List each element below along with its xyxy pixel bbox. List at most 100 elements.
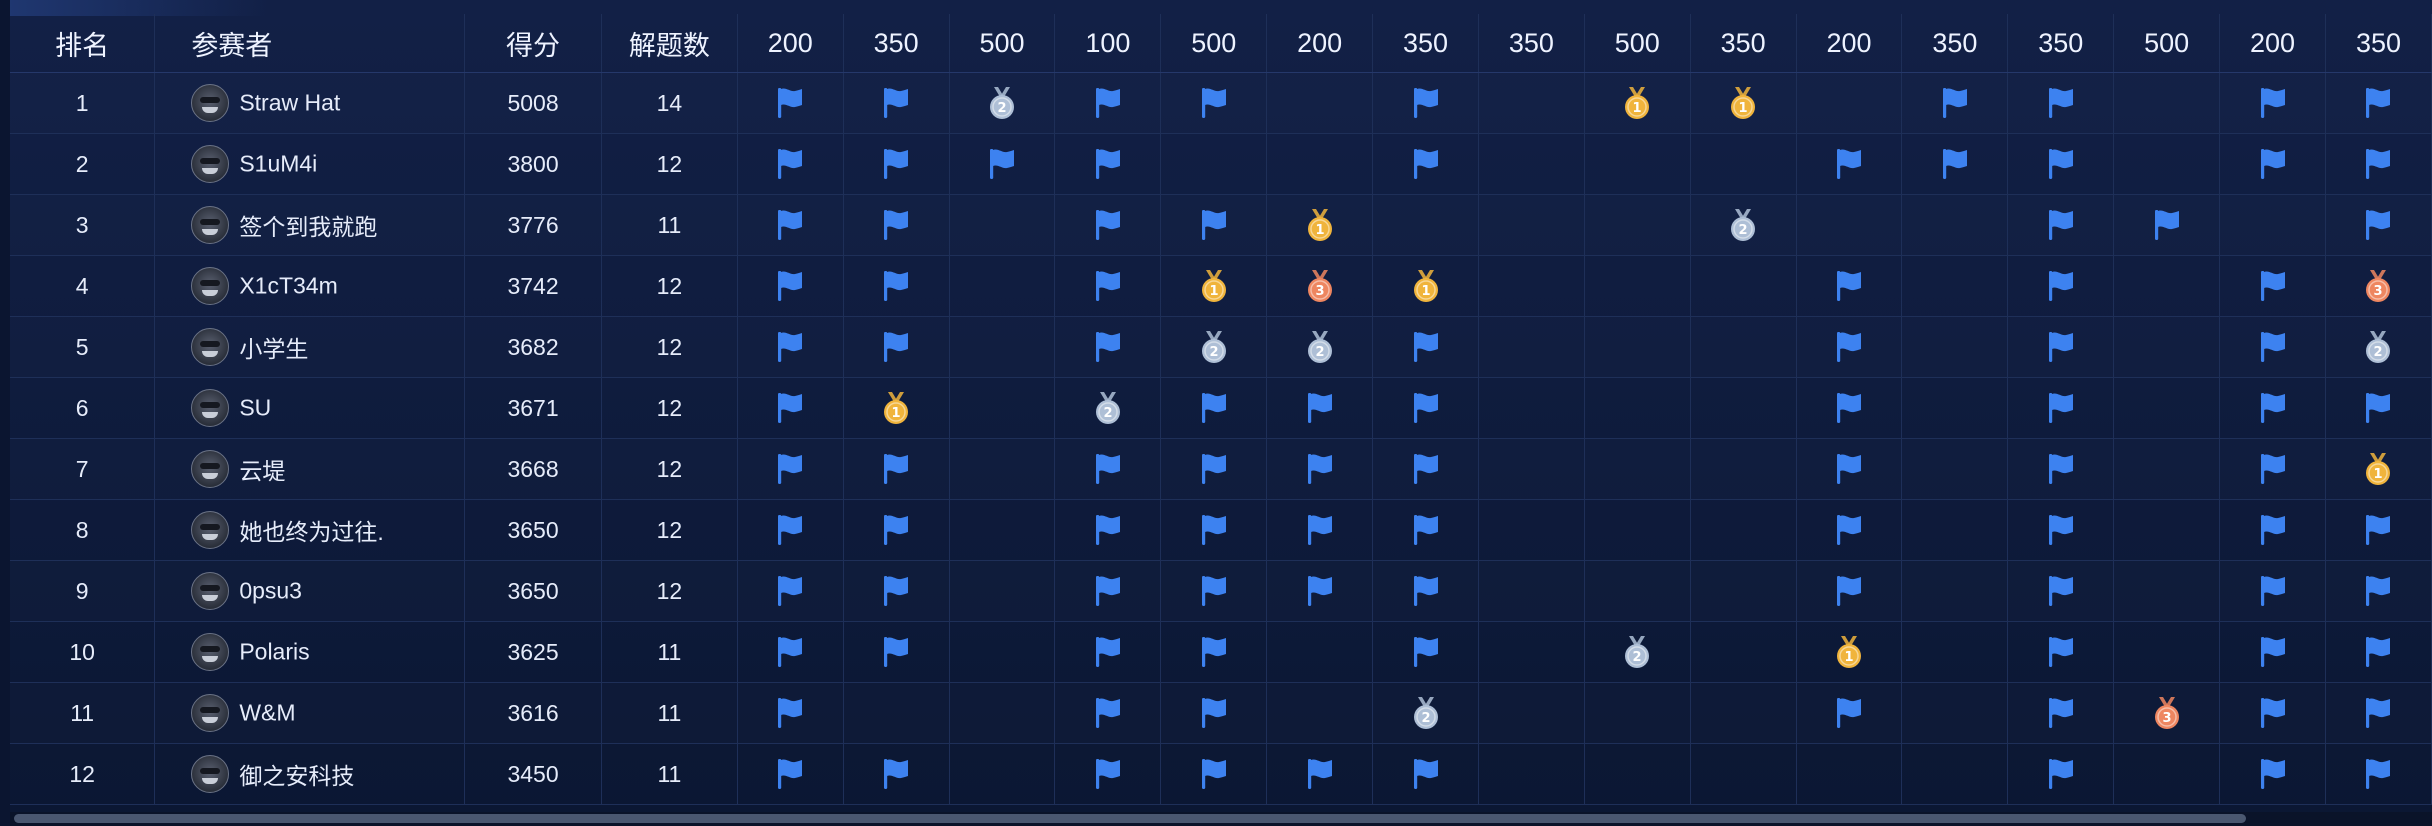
challenge-status-cell <box>1372 560 1479 622</box>
player-cell[interactable]: 签个到我就跑 <box>154 194 466 256</box>
challenge-column-header[interactable]: 350 <box>1478 14 1585 73</box>
table-row[interactable]: 12 御之安科技 3450 11 <box>10 743 2432 805</box>
solved-flag-icon <box>2361 695 2395 731</box>
solved-count-cell: 12 <box>601 377 738 439</box>
table-row[interactable]: 10 Polaris 3625 11 2 1 <box>10 621 2432 683</box>
horizontal-scrollbar-thumb[interactable] <box>14 814 2246 823</box>
challenge-column-header[interactable]: 350 <box>1901 14 2009 73</box>
player-cell[interactable]: SU <box>154 377 466 439</box>
challenge-status-cell <box>843 194 950 256</box>
player-name[interactable]: SU <box>239 394 272 421</box>
solved-flag-icon <box>1197 390 1231 426</box>
challenge-status-cell <box>1584 255 1691 317</box>
challenge-status-cell <box>2113 621 2221 683</box>
challenge-status-cell <box>2007 255 2115 317</box>
challenge-status-cell <box>1796 255 1903 317</box>
challenge-column-header[interactable]: 200 <box>737 14 844 73</box>
player-cell[interactable]: 她也终为过往. <box>154 499 466 561</box>
solved-flag-icon <box>985 146 1019 182</box>
solved-count-cell: 12 <box>601 255 738 317</box>
player-name[interactable]: W&M <box>239 699 296 726</box>
player-cell[interactable]: 0psu3 <box>154 560 466 622</box>
challenge-column-header[interactable]: 500 <box>1160 14 1268 73</box>
challenge-column-header[interactable]: 200 <box>2219 14 2326 73</box>
solved-flag-icon <box>2256 573 2290 609</box>
rank-cell: 8 <box>10 499 156 561</box>
player-cell[interactable]: X1cT34m <box>154 255 466 317</box>
player-name[interactable]: Polaris <box>239 638 310 665</box>
horizontal-scrollbar-track[interactable] <box>10 812 2432 826</box>
player-cell[interactable]: 云堤 <box>154 438 466 500</box>
challenge-status-cell <box>1054 560 1162 622</box>
solved-flag-icon <box>2044 207 2078 243</box>
player-cell[interactable]: 小学生 <box>154 316 466 378</box>
challenge-status-cell <box>737 316 844 378</box>
player-name[interactable]: 云堤 <box>239 458 286 484</box>
solved-flag-icon <box>1832 512 1866 548</box>
svg-text:1: 1 <box>892 406 901 421</box>
table-row[interactable]: 4 X1cT34m 3742 12 1 3 1 3 <box>10 255 2432 317</box>
challenge-status-cell: 1 <box>1584 72 1691 134</box>
player-name[interactable]: 她也终为过往. <box>239 519 384 545</box>
player-name[interactable]: 御之安科技 <box>239 763 355 789</box>
table-row[interactable]: 6 SU 3671 12 1 2 <box>10 377 2432 439</box>
table-row[interactable]: 9 0psu3 3650 12 <box>10 560 2432 622</box>
table-row[interactable]: 3 签个到我就跑 3776 11 1 2 <box>10 194 2432 256</box>
challenge-column-header[interactable]: 350 <box>843 14 950 73</box>
challenge-column-header[interactable]: 500 <box>2113 14 2221 73</box>
table-row[interactable]: 5 小学生 3682 12 2 2 2 <box>10 316 2432 378</box>
challenge-column-header[interactable]: 350 <box>1372 14 1479 73</box>
player-cell[interactable]: Polaris <box>154 621 466 683</box>
challenge-column-header[interactable]: 350 <box>1690 14 1797 73</box>
challenge-status-cell: 1 <box>1796 621 1903 683</box>
player-name[interactable]: 0psu3 <box>239 577 302 604</box>
challenge-column-header[interactable]: 350 <box>2007 14 2115 73</box>
svg-text:1: 1 <box>1315 223 1324 238</box>
challenge-status-cell <box>2219 438 2326 500</box>
gold-medal-icon: 1 <box>1197 268 1231 304</box>
challenge-status-cell <box>843 499 950 561</box>
challenge-status-cell <box>737 621 844 683</box>
score-cell: 3742 <box>464 255 602 317</box>
challenge-status-cell <box>2219 743 2326 805</box>
challenge-status-cell: 2 <box>2325 316 2432 378</box>
player-cell[interactable]: W&M <box>154 682 466 744</box>
table-row[interactable]: 8 她也终为过往. 3650 12 <box>10 499 2432 561</box>
table-row[interactable]: 7 云堤 3668 12 1 <box>10 438 2432 500</box>
challenge-status-cell <box>2325 499 2432 561</box>
challenge-column-header[interactable]: 350 <box>2325 14 2432 73</box>
challenge-column-header[interactable]: 500 <box>1584 14 1691 73</box>
challenge-column-header[interactable]: 200 <box>1266 14 1374 73</box>
solved-column-header[interactable]: 解题数 <box>601 14 738 73</box>
rank-column-header[interactable]: 排名 <box>10 14 156 73</box>
challenge-column-header[interactable]: 500 <box>949 14 1056 73</box>
challenge-status-cell <box>843 682 950 744</box>
challenge-column-header[interactable]: 100 <box>1054 14 1162 73</box>
challenge-status-cell <box>1584 316 1691 378</box>
table-row[interactable]: 11 W&M 3616 11 2 3 <box>10 682 2432 744</box>
player-column-header[interactable]: 参赛者 <box>154 14 466 73</box>
score-cell: 3650 <box>464 499 602 561</box>
player-name[interactable]: 签个到我就跑 <box>239 214 378 240</box>
challenge-status-cell <box>843 316 950 378</box>
player-cell[interactable]: Straw Hat <box>154 72 466 134</box>
player-name[interactable]: 小学生 <box>239 336 309 362</box>
challenge-status-cell <box>1901 377 2009 439</box>
player-cell[interactable]: 御之安科技 <box>154 743 466 805</box>
solved-flag-icon <box>2361 634 2395 670</box>
table-row[interactable]: 2 S1uM4i 3800 12 <box>10 133 2432 195</box>
player-name[interactable]: X1cT34m <box>239 272 338 299</box>
score-cell: 3616 <box>464 682 602 744</box>
challenge-column-header[interactable]: 200 <box>1796 14 1903 73</box>
player-name[interactable]: Straw Hat <box>239 89 341 116</box>
player-name[interactable]: S1uM4i <box>239 150 318 177</box>
svg-text:1: 1 <box>1845 650 1854 665</box>
solved-flag-icon <box>773 268 807 304</box>
table-row[interactable]: 1 Straw Hat 5008 14 2 1 1 <box>10 72 2432 134</box>
avatar <box>191 389 230 427</box>
solved-count-cell: 12 <box>601 438 738 500</box>
score-column-header[interactable]: 得分 <box>464 14 602 73</box>
solved-flag-icon <box>2256 146 2290 182</box>
challenge-status-cell <box>737 377 844 439</box>
player-cell[interactable]: S1uM4i <box>154 133 466 195</box>
